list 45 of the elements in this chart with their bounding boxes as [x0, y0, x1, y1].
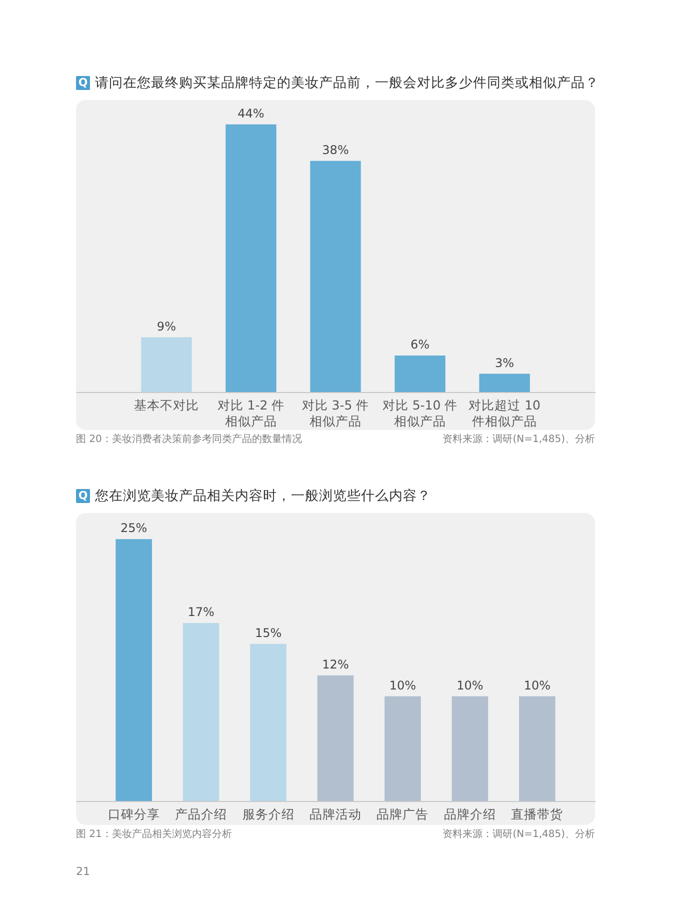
bar — [141, 337, 192, 392]
bar — [250, 644, 286, 801]
data-label: 38% — [322, 142, 349, 157]
bar — [519, 696, 556, 801]
text: 资料来源：调研(N=1,485)、分析 — [442, 433, 595, 445]
bar — [310, 160, 361, 392]
x-tick-label: 对比 5-10 件相似产品 — [382, 398, 458, 428]
data-label: 15% — [254, 626, 282, 640]
data-label: 17% — [188, 604, 214, 619]
text: 21 — [76, 865, 90, 878]
bar — [452, 696, 488, 801]
x-tick-label: 服务介绍 — [242, 806, 294, 822]
chart-title: 您在浏览美妆产品相关内容时，一般浏览些什么内容？ — [94, 488, 431, 504]
x-tick-label: 对比 3-5 件相似产品 — [302, 398, 370, 428]
data-label: 12% — [322, 657, 349, 672]
data-label: 10% — [524, 678, 551, 692]
bar — [182, 622, 220, 801]
x-tick-label: 品牌介绍 — [444, 806, 496, 822]
data-label: 3% — [495, 356, 514, 370]
data-label: 25% — [120, 521, 148, 536]
data-label: 6% — [410, 338, 430, 352]
caption: 图 20：美妆消费者决策前参考同类产品的数量情况 — [76, 433, 302, 445]
x-tick-label: 对比 1-2 件相似产品 — [217, 398, 285, 428]
data-label: 44% — [238, 106, 264, 120]
text: 资料来源：调研(N=1,485)、分析 — [442, 828, 595, 840]
x-tick-label: 口碑分享 — [108, 806, 160, 822]
x-tick-label: 对比超过 10 件相似产品 — [468, 398, 541, 428]
text: Q — [78, 76, 88, 89]
x-tick-label: 品牌活动 — [310, 806, 362, 822]
text: Q — [78, 489, 88, 502]
bar — [116, 539, 152, 801]
x-tick-label: 产品介绍 — [175, 806, 228, 822]
caption: 图 21：美妆产品相关浏览内容分析 — [76, 828, 232, 840]
data-label: 10% — [456, 678, 484, 692]
chart-title: 请问在您最终购买某品牌特定的美妆产品前，一般会对比多少件同类或相似产品？ — [95, 75, 599, 91]
bar — [479, 374, 530, 392]
x-tick-label: 基本不对比 — [134, 398, 199, 412]
x-tick-label: 直播带货 — [511, 806, 564, 822]
x-tick-label: 品牌广告 — [376, 806, 429, 822]
bar — [317, 675, 354, 801]
data-label: 9% — [156, 319, 176, 334]
bar — [226, 124, 276, 392]
bar — [384, 696, 421, 801]
data-label: 10% — [389, 678, 416, 692]
bar — [394, 356, 446, 392]
